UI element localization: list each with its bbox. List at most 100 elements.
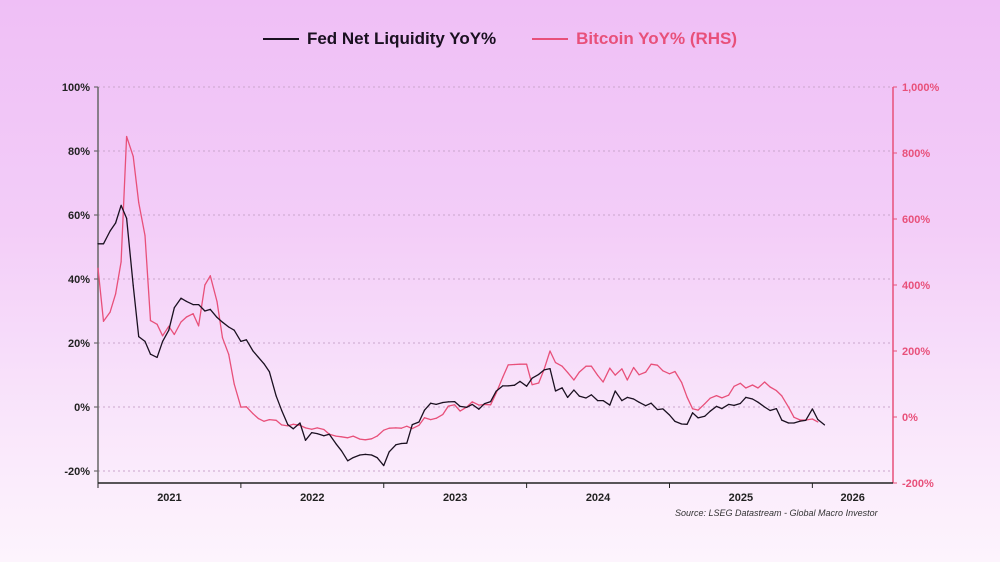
data-point xyxy=(656,408,658,411)
data-point xyxy=(621,400,623,402)
data-point xyxy=(733,404,735,406)
data-point xyxy=(526,385,528,387)
data-point xyxy=(102,320,105,322)
data-point xyxy=(721,408,723,410)
data-point xyxy=(132,284,134,286)
data-point xyxy=(228,353,230,355)
data-point xyxy=(567,396,569,398)
data-point xyxy=(168,329,170,331)
data-point xyxy=(459,410,461,412)
data-point xyxy=(538,382,540,384)
data-point xyxy=(554,390,557,392)
data-point xyxy=(549,350,551,352)
data-point xyxy=(125,135,128,138)
data-point xyxy=(173,333,175,336)
data-point xyxy=(340,436,343,438)
data-point xyxy=(650,363,652,365)
data-point xyxy=(115,222,117,224)
right-tick-label: 200% xyxy=(902,346,930,358)
data-point xyxy=(614,390,616,392)
data-point xyxy=(233,383,235,385)
points-fed xyxy=(97,204,826,467)
data-point xyxy=(674,420,676,422)
data-point xyxy=(204,284,206,286)
data-point xyxy=(328,433,330,435)
data-point xyxy=(125,217,128,219)
data-point xyxy=(240,340,242,342)
data-point xyxy=(626,379,628,381)
data-point xyxy=(573,379,575,381)
data-point xyxy=(138,201,140,204)
data-point xyxy=(347,437,349,439)
data-point xyxy=(757,387,759,389)
data-point xyxy=(733,385,735,387)
data-point xyxy=(97,243,99,245)
data-point xyxy=(526,363,528,365)
data-point xyxy=(197,304,200,306)
series-line-fed-net-liquidity xyxy=(98,204,825,467)
left-tick-label: 80% xyxy=(68,146,90,158)
data-point xyxy=(554,361,557,364)
data-point xyxy=(97,267,99,269)
data-point xyxy=(704,403,706,405)
data-point xyxy=(590,394,593,396)
data-point xyxy=(645,371,647,373)
data-point xyxy=(745,387,747,389)
data-point xyxy=(578,371,580,373)
data-point xyxy=(245,406,247,408)
data-point xyxy=(769,386,771,388)
data-point xyxy=(376,435,378,437)
data-point xyxy=(757,401,759,403)
data-point xyxy=(638,401,640,403)
data-point xyxy=(347,460,349,462)
data-point xyxy=(115,293,117,295)
data-point xyxy=(447,401,449,403)
data-point xyxy=(538,373,540,375)
data-point xyxy=(144,234,146,237)
data-point xyxy=(406,425,408,427)
data-point xyxy=(638,374,640,376)
data-point xyxy=(435,403,437,406)
data-point xyxy=(209,275,211,277)
data-point xyxy=(513,363,516,366)
data-point xyxy=(478,404,480,406)
data-point xyxy=(180,321,182,323)
data-point xyxy=(323,428,325,431)
legend-label-btc: Bitcoin YoY% (RHS) xyxy=(576,29,738,48)
data-point xyxy=(411,427,413,430)
data-point xyxy=(793,416,795,418)
data-point xyxy=(149,353,152,355)
data-point xyxy=(507,364,509,366)
legend: Fed Net Liquidity YoY% Bitcoin YoY% (RHS… xyxy=(0,29,1000,49)
data-point xyxy=(662,370,664,372)
data-point xyxy=(697,409,699,411)
data-point xyxy=(144,340,146,342)
data-point xyxy=(609,404,611,406)
data-point xyxy=(471,401,473,403)
data-point xyxy=(120,261,122,263)
data-point xyxy=(597,374,599,377)
left-tick-label: -20% xyxy=(64,466,90,478)
data-point xyxy=(585,365,587,367)
data-point xyxy=(681,381,683,383)
data-point xyxy=(316,432,318,435)
left-tick-label: 60% xyxy=(68,210,90,222)
right-tick-label: 400% xyxy=(902,280,930,292)
data-point xyxy=(751,398,754,400)
data-point xyxy=(388,451,390,453)
data-point xyxy=(590,365,593,367)
data-point xyxy=(781,419,783,421)
x-tick-label: 2025 xyxy=(729,492,753,504)
data-point xyxy=(709,410,711,412)
data-point xyxy=(430,419,432,421)
data-point xyxy=(442,413,444,415)
data-point xyxy=(268,419,271,421)
data-point xyxy=(383,464,385,467)
data-point xyxy=(275,395,277,397)
right-tick-label: 800% xyxy=(902,148,930,160)
data-point xyxy=(371,454,373,456)
data-point xyxy=(490,404,492,406)
data-point xyxy=(364,439,366,441)
data-point xyxy=(781,395,783,397)
data-point xyxy=(388,427,390,429)
